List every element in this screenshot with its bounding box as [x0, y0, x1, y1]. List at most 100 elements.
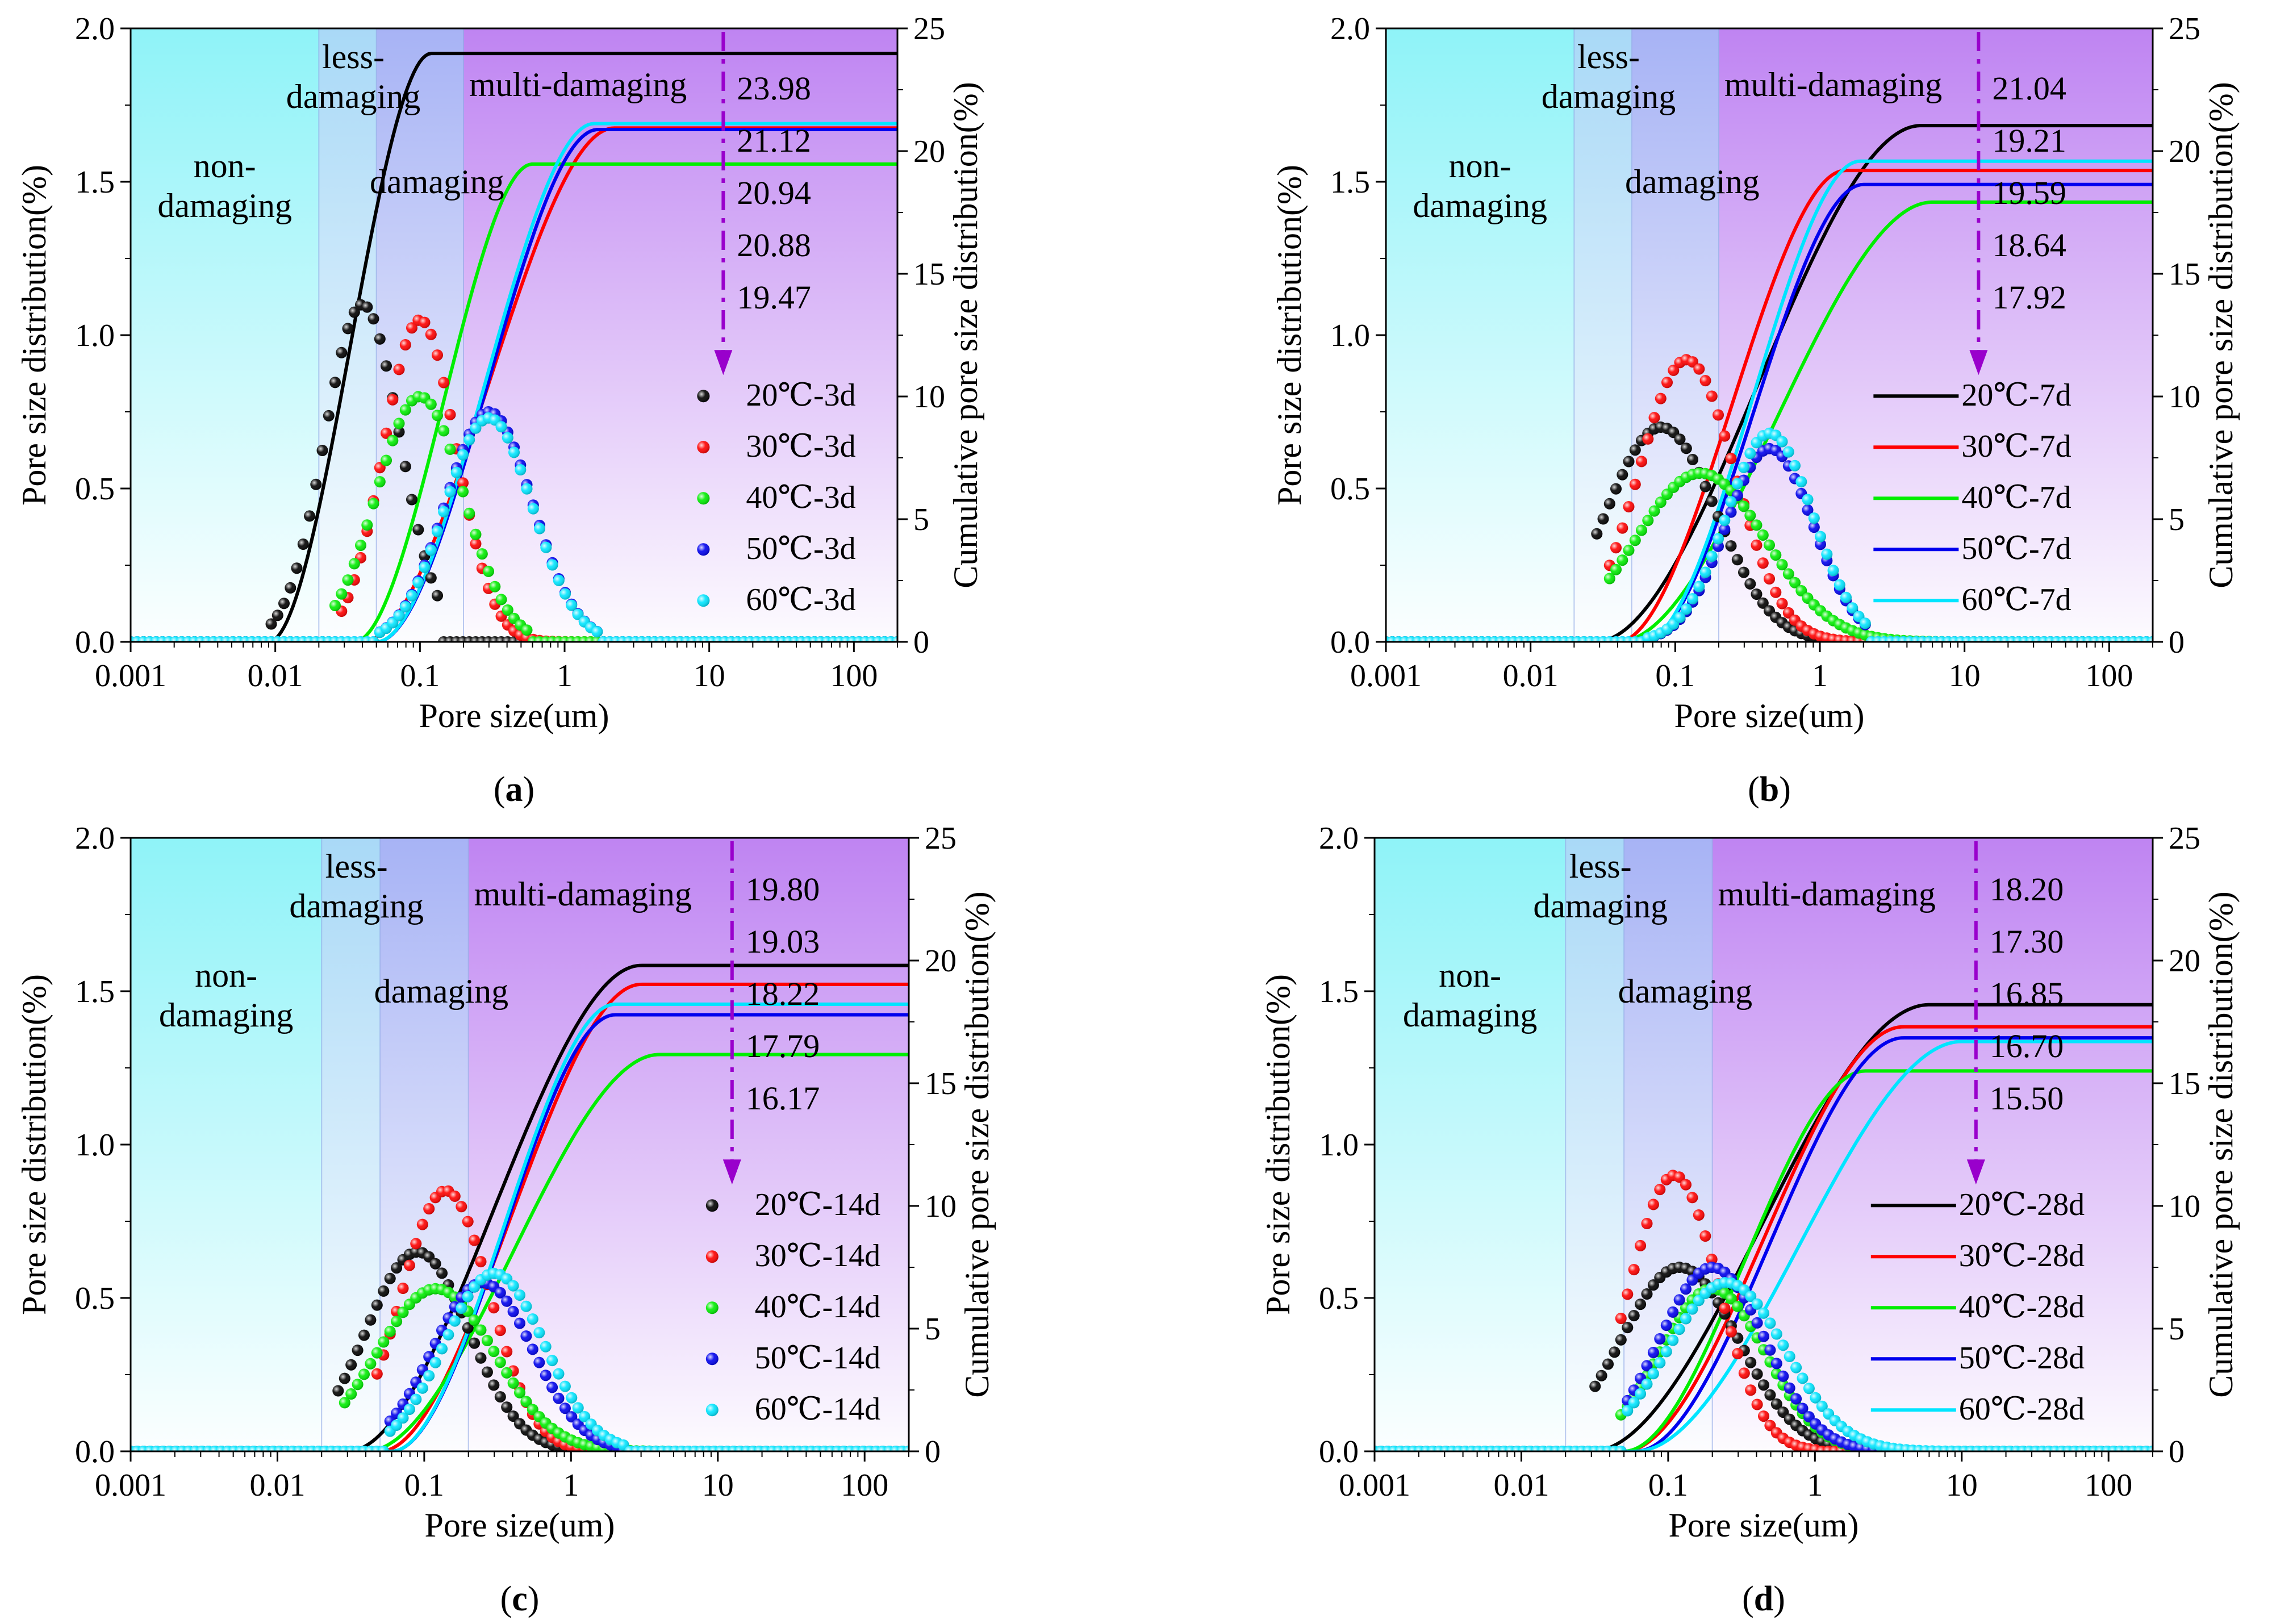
psd-point-shade	[1739, 1367, 1750, 1379]
psd-point-shade	[515, 464, 526, 475]
psd-point-shade	[1693, 1209, 1705, 1221]
psd-point-shade	[1700, 481, 1711, 492]
y-tick-label: 1.5	[75, 974, 115, 1009]
psd-point-shade	[1795, 476, 1807, 487]
psd-point-shade	[1738, 567, 1749, 578]
y-tick-label: 1.0	[75, 1128, 115, 1163]
psd-point-shade	[1628, 1264, 1640, 1275]
legend-label: 20℃-3d	[746, 378, 855, 413]
zone-label-less-damaging: damaging	[286, 78, 421, 115]
psd-point-shade	[343, 574, 354, 586]
legend-label: 60℃-3d	[746, 582, 855, 617]
psd-point-shade	[336, 347, 347, 358]
psd-point-shade	[1834, 579, 1845, 591]
psd-point-shade	[1764, 573, 1775, 585]
psd-point-shade	[1752, 1317, 1763, 1329]
psd-point-shade	[1764, 1345, 1776, 1356]
psd-point-shade	[329, 600, 341, 611]
psd-point-shade	[501, 1296, 512, 1307]
psd-point-shade	[1654, 1184, 1665, 1195]
y-tick-label: 2.0	[75, 11, 115, 47]
psd-point-shade	[417, 1383, 428, 1394]
psd-point-shade	[1655, 393, 1667, 404]
x-tick-label: 100	[841, 1468, 888, 1503]
x-tick-label: 10	[702, 1468, 734, 1503]
zone-label-multi-damaging: multi-damaging	[469, 66, 687, 103]
psd-point-shade	[1589, 1381, 1601, 1392]
psd-point-shade	[534, 523, 545, 535]
y-tick-label: 1.5	[1330, 165, 1370, 200]
psd-point-shade	[417, 1219, 428, 1230]
psd-point-shade	[1609, 1346, 1620, 1358]
psd-point-shade	[559, 588, 571, 600]
psd-point-shade	[1687, 454, 1698, 465]
psd-point-shade	[438, 506, 449, 517]
psd-point-shade	[1771, 1358, 1782, 1369]
psd-point-shade	[1680, 1179, 1692, 1191]
psd-point-shade	[1809, 512, 1820, 524]
psd-point-shade	[391, 1316, 402, 1327]
psd-point-shade	[425, 545, 437, 556]
psd-point-shade	[547, 560, 558, 571]
psd-point-shade	[469, 1314, 480, 1326]
y-tick-label: 0.0	[75, 625, 115, 660]
psd-point-shade	[355, 540, 366, 551]
psd-point-shade	[1758, 1331, 1769, 1342]
psd-point-shade	[1623, 545, 1635, 556]
psd-point-shade	[1622, 1288, 1633, 1300]
y-axis-title: Pore size distribution(%)	[1271, 165, 1308, 506]
psd-point-shade	[419, 317, 431, 328]
y-tick-label: 2.0	[75, 821, 115, 856]
x-tick-label: 10	[1949, 658, 1981, 694]
psd-point-shade	[1757, 529, 1769, 541]
x-tick-label: 1	[1812, 658, 1828, 694]
x-tick-label: 0.001	[95, 1468, 166, 1503]
psd-point-shade	[533, 1357, 545, 1368]
y2-tick-label: 15	[2169, 257, 2200, 292]
x-tick-label: 0.01	[1503, 658, 1559, 694]
psd-point-shade	[1751, 540, 1763, 551]
psd-point-shade	[343, 323, 354, 334]
psd-point-shade	[1596, 1370, 1607, 1381]
psd-point-shade	[1635, 1240, 1646, 1251]
psd-point-shade	[463, 508, 475, 519]
zone-label-less-damaging: less-	[1577, 38, 1640, 76]
psd-point-shade	[475, 1325, 487, 1336]
x-tick-label: 1	[557, 658, 573, 694]
psd-point-shade	[451, 467, 462, 478]
x-axis-title: Pore size(um)	[419, 697, 609, 734]
psd-point-shade	[520, 1330, 532, 1342]
legend-label: 50℃-3d	[746, 531, 855, 566]
psd-point-shade	[423, 1370, 435, 1381]
psd-point-shade	[1745, 1357, 1756, 1368]
legend-marker-shade	[697, 390, 709, 402]
psd-point-shade	[501, 1367, 512, 1379]
psd-point-shade	[1802, 494, 1814, 506]
psd-point-shade	[1654, 1333, 1665, 1345]
psd-point-shade	[410, 1238, 421, 1249]
zone-label-damaging: damaging	[370, 163, 504, 201]
psd-point-shade	[381, 360, 392, 371]
psd-point-shade	[371, 1347, 383, 1359]
psd-point-shade	[1758, 1410, 1769, 1422]
legend-label: 40℃-3d	[746, 480, 855, 515]
psd-point-shade	[527, 1313, 538, 1325]
psd-point-shade	[508, 1306, 519, 1317]
psd-point-shade	[345, 1359, 357, 1371]
psd-point-shade	[566, 1392, 577, 1404]
y-tick-label: 0.0	[75, 1434, 115, 1469]
psd-point-shade	[566, 600, 577, 611]
psd-point-shade	[412, 524, 424, 536]
psd-point-shade	[1623, 501, 1635, 512]
psd-point-shade	[495, 1325, 506, 1336]
psd-point-shade	[1732, 478, 1743, 490]
psd-point-shade	[368, 313, 379, 324]
zone-label-less-damaging: less-	[325, 848, 388, 885]
psd-point-shade	[430, 1357, 441, 1368]
psd-point-shade	[1828, 565, 1839, 576]
psd-point-shade	[400, 461, 411, 472]
cumulative-value-label: 17.79	[746, 1028, 820, 1064]
psd-point-shade	[489, 581, 500, 592]
psd-point-shade	[508, 1280, 519, 1292]
zone-label-less-damaging: damaging	[289, 887, 424, 925]
